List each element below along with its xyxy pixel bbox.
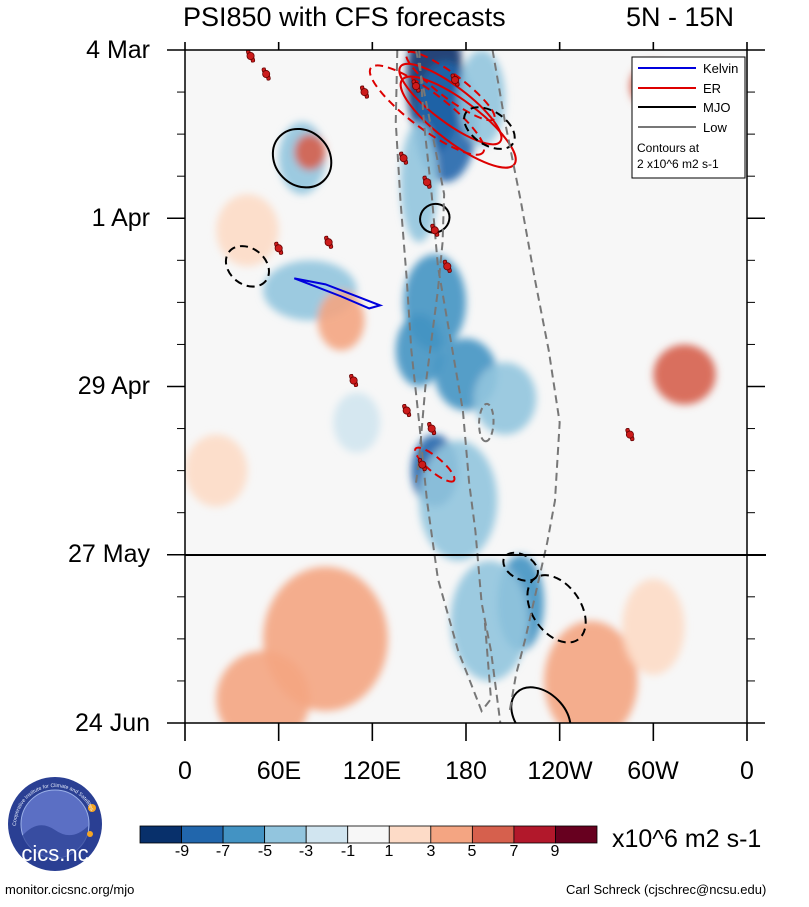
er-contour [414, 446, 456, 483]
anomaly-blob [419, 440, 498, 561]
storm-icon [430, 223, 440, 237]
x-tick-label: 120W [527, 757, 593, 785]
storm-icon [360, 85, 370, 99]
colorbar-swatch [347, 825, 390, 844]
colorbar-tick-label: 1 [384, 843, 394, 860]
chart-title: PSI850 with CFS forecasts [183, 2, 506, 32]
y-tick-label: 4 Mar [86, 36, 150, 64]
legend-note-line1: Contours at [637, 141, 700, 155]
x-tick-label: 180 [445, 757, 487, 785]
colorbar-swatch [430, 825, 473, 844]
colorbar-tick-label: 9 [550, 843, 560, 860]
colorbar-tick-label: 7 [509, 843, 519, 860]
storm-icon [349, 373, 359, 388]
axis-ticks [167, 42, 765, 741]
storm-icon [417, 458, 427, 472]
y-tick-label: 29 Apr [77, 372, 150, 400]
anomaly-blob [653, 344, 716, 405]
colorbar-swatch [264, 825, 307, 844]
anomaly-blob [395, 314, 443, 387]
storm-icon [261, 67, 271, 81]
storm-icon [422, 175, 432, 189]
colorbar-tick-label: -1 [340, 843, 356, 860]
x-tick-label: 120E [342, 757, 402, 785]
colorbar-swatch [222, 825, 266, 844]
legend-kelvin-label: Kelvin [703, 61, 738, 76]
chart-region: 5N - 15N [626, 2, 735, 32]
footer-url: monitor.cicsnc.org/mjo [5, 882, 135, 897]
x-tick-label: 60E [256, 757, 302, 785]
colorbar-tick-label: -5 [257, 843, 273, 860]
storm-icon [399, 151, 409, 165]
low-contour [491, 50, 561, 712]
low-contour [478, 402, 495, 443]
storm-icon [274, 241, 284, 255]
footer-credit: Carl Schreck (cjschrec@ncsu.edu) [566, 882, 767, 897]
anomaly-blob [400, 122, 438, 243]
storm-icon [246, 50, 256, 63]
anomaly-blob [216, 650, 310, 723]
anomaly-blob [622, 578, 685, 675]
mjo-contour [463, 106, 516, 150]
colorbar-swatch [305, 825, 349, 844]
colorbar-swatch [471, 825, 515, 844]
storm-icon [411, 79, 421, 93]
legend-mjo-label: MJO [703, 100, 730, 115]
legend-er-label: ER [703, 81, 721, 96]
colorbar-swatch [513, 825, 556, 844]
low-contour [415, 50, 446, 483]
colorbar-swatch [388, 825, 432, 844]
colorbar-swatch [181, 825, 224, 844]
storm-icon [625, 428, 635, 442]
colorbar-units: x10^6 m2 s-1 [612, 825, 762, 853]
y-tick-label: 1 Apr [91, 204, 150, 232]
cicsnc-logo: cics.nc Cooperative Institute for Climat… [8, 777, 102, 871]
legend-low-label: Low [703, 120, 727, 135]
anomaly-blob [473, 362, 537, 435]
colorbar-tick-label: 5 [467, 843, 477, 860]
anomaly-blob [216, 194, 279, 267]
storm-icon [442, 259, 452, 273]
y-tick-label: 27 May [68, 540, 150, 568]
anomaly-blob [333, 392, 381, 453]
colorbar-swatch [139, 825, 182, 844]
storm-icon [402, 403, 412, 418]
mjo-contour [224, 245, 270, 288]
mjo-contour [510, 686, 572, 723]
y-tick-label: 24 Jun [74, 709, 150, 737]
low-contour [394, 50, 493, 713]
er-contour [368, 64, 486, 156]
anomaly-blob [450, 560, 529, 681]
anomaly-blob [294, 134, 326, 171]
er-contour [398, 62, 503, 146]
anomaly-blob [185, 434, 248, 507]
colorbar-tick-label: -3 [298, 843, 314, 860]
storm-icon [450, 73, 460, 87]
legend-note-line2: 2 x10^6 m2 s-1 [637, 157, 719, 171]
mjo-contour [502, 551, 539, 582]
storm-tracks [246, 50, 635, 472]
colorbar-swatch [555, 825, 598, 844]
x-tick-label: 0 [178, 757, 192, 785]
legend-box: Kelvin ER MJO Low Contours at 2 x10^6 m2… [631, 56, 746, 179]
storm-icon [324, 235, 334, 249]
storm-icon [427, 422, 437, 436]
colorbar-tick-label: 3 [426, 843, 436, 860]
mjo-contour [271, 127, 333, 189]
er-contour [405, 50, 496, 122]
colorbar-tick-label: -7 [215, 843, 231, 860]
logo-text: cics.nc [21, 841, 88, 866]
anomaly-blob [458, 50, 506, 147]
colorbar [139, 825, 598, 844]
anomaly-blob [544, 620, 638, 723]
x-tick-label: 60W [627, 757, 679, 785]
x-tick-label: 0 [740, 757, 754, 785]
anomaly-blob [317, 290, 365, 351]
er-contour [399, 75, 517, 169]
anomaly-field [185, 50, 716, 723]
colorbar-tick-label: -9 [174, 843, 190, 860]
kelvin-contour [293, 277, 384, 310]
